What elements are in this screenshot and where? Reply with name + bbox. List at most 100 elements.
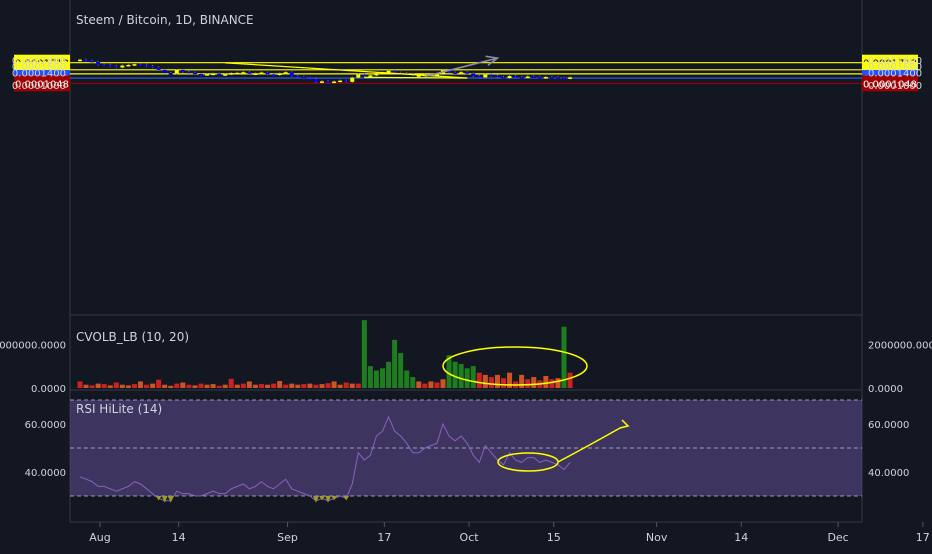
- volume-bar: [277, 381, 283, 388]
- time-tick-label: Aug: [89, 531, 110, 544]
- rsi-tick-left: 60.0000: [25, 420, 66, 431]
- price-tick-left: 0.0001800: [12, 56, 66, 67]
- time-tick-label: Dec: [827, 531, 848, 544]
- volume-tick-left: 0.0000: [31, 384, 66, 395]
- volume-panel: [77, 320, 573, 388]
- volume-bar: [144, 384, 150, 388]
- volume-bar: [446, 355, 452, 388]
- volume-bar: [398, 353, 404, 388]
- candle-body: [465, 72, 470, 74]
- candle-body: [477, 75, 482, 78]
- candle-body: [447, 70, 452, 73]
- volume-bar: [452, 361, 458, 388]
- candle-body: [332, 81, 337, 84]
- volume-bar: [392, 339, 398, 388]
- candle-body: [199, 73, 203, 76]
- annotations: [442, 346, 630, 472]
- candle-body: [344, 80, 349, 83]
- candle-body: [313, 79, 318, 83]
- candle-body: [235, 72, 240, 75]
- candle-body: [150, 66, 155, 68]
- volume-bar: [380, 368, 385, 388]
- volume-tick-left: 2000000.0000: [0, 340, 66, 351]
- rsi-oversold-mark: [312, 496, 319, 503]
- rsi-oversold-mark: [343, 496, 350, 501]
- volume-bar: [259, 384, 264, 388]
- candle-body: [132, 64, 137, 66]
- volume-bar: [289, 383, 295, 388]
- volume-bar: [174, 383, 180, 388]
- volume-bar: [434, 382, 440, 388]
- volume-tick-right: 0.0000: [868, 384, 903, 395]
- candle-body: [338, 80, 343, 83]
- candle-body: [126, 64, 131, 67]
- candle-body: [537, 76, 542, 79]
- rsi-panel: [70, 399, 862, 503]
- volume-bar: [150, 383, 156, 388]
- candle-body: [326, 81, 331, 83]
- volume-bar: [252, 384, 258, 388]
- volume-bar: [404, 370, 410, 388]
- volume-bar: [386, 361, 392, 388]
- candle-body: [289, 72, 294, 76]
- volume-bar: [422, 383, 428, 388]
- time-tick-label: Oct: [460, 531, 480, 544]
- volume-bar: [271, 383, 277, 388]
- candle-body: [525, 76, 530, 79]
- volume-bar: [83, 384, 89, 388]
- volume-bar: [331, 381, 337, 388]
- candle-body: [223, 74, 228, 76]
- price-level-label-right: 0.0001048: [863, 79, 917, 90]
- rsi-oversold-mark: [325, 496, 332, 503]
- candle-body: [350, 77, 355, 82]
- price-level-label-left: 0.0001048: [15, 79, 69, 90]
- price-level-label-right-bg: [862, 75, 918, 92]
- candle-body: [186, 71, 191, 74]
- candle-body: [295, 75, 300, 78]
- candle-body: [241, 72, 246, 74]
- candle-body: [416, 75, 421, 77]
- candle-body: [120, 65, 125, 68]
- rsi-tick-right: 60.0000: [868, 420, 909, 431]
- candle-body: [301, 76, 306, 79]
- candle-body: [483, 74, 488, 78]
- price-tick-left: 0.0001000: [12, 81, 66, 92]
- candle-body: [362, 74, 367, 77]
- candle-body: [471, 73, 476, 76]
- volume-bar: [440, 379, 446, 388]
- candle-body: [568, 77, 573, 79]
- candle-body: [283, 72, 288, 74]
- volume-bar: [265, 384, 271, 388]
- time-tick-label: 17: [377, 531, 391, 544]
- volume-bar: [319, 384, 325, 388]
- projection-arrow-head: [485, 55, 500, 67]
- volume-bar: [216, 385, 222, 388]
- price-tick-right: 0.0001800: [868, 56, 922, 67]
- volume-bar: [107, 385, 113, 388]
- rsi-line: [79, 415, 571, 502]
- candle-body: [320, 81, 324, 83]
- candle-body: [192, 72, 197, 75]
- volume-bar: [494, 374, 500, 388]
- candle-body: [108, 64, 113, 67]
- rsi-oversold-mark: [319, 496, 325, 501]
- volume-bar: [567, 372, 573, 388]
- volume-panel-title: CVOLB_LB (10, 20): [76, 330, 189, 344]
- volume-bar: [561, 326, 567, 388]
- candle-body: [247, 72, 252, 74]
- candle-body: [114, 66, 119, 68]
- projection-arrow-shaft: [424, 57, 498, 78]
- volume-bar: [337, 384, 343, 388]
- volume-tick-right: 2000000.0000: [868, 340, 932, 351]
- candle-body: [507, 76, 512, 78]
- candle-body: [265, 72, 270, 75]
- volume-bar: [198, 383, 204, 388]
- volume-bar: [543, 375, 549, 388]
- volume-bar: [519, 374, 525, 388]
- volume-bar: [507, 372, 513, 388]
- volume-bar: [186, 384, 192, 388]
- volume-bar: [156, 379, 162, 388]
- candle-body: [211, 73, 216, 76]
